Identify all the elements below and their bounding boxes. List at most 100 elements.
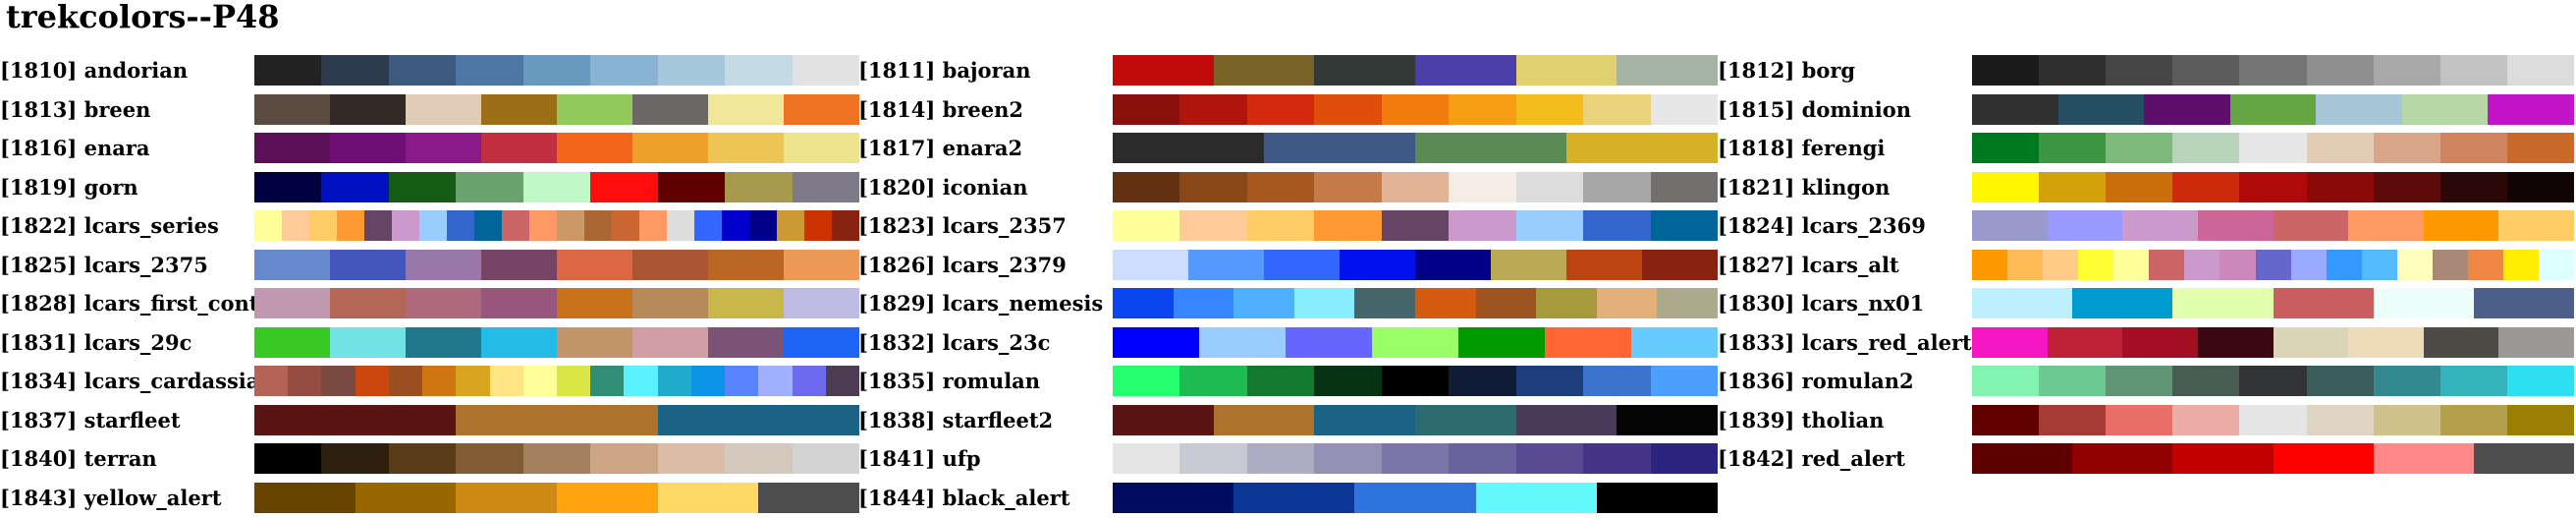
palette-swatch-strip xyxy=(1113,405,1719,435)
color-swatch xyxy=(694,210,722,241)
palette-swatch-strip xyxy=(1113,210,1718,241)
palette-row-andorian: [1810] andorian xyxy=(0,55,859,86)
color-swatch xyxy=(784,288,859,318)
color-swatch xyxy=(2273,443,2374,474)
color-swatch xyxy=(2423,210,2499,241)
color-swatch xyxy=(657,172,726,202)
color-swatch xyxy=(2172,288,2274,318)
color-swatch xyxy=(2149,250,2185,280)
color-swatch xyxy=(1566,250,1642,280)
palette-label: [1836] romulan2 xyxy=(1718,369,1914,393)
color-swatch xyxy=(632,133,708,163)
color-swatch xyxy=(2106,172,2173,202)
palette-swatch-strip xyxy=(1113,366,1718,396)
palette-label: [1825] lcars_2375 xyxy=(0,253,208,277)
color-swatch xyxy=(2239,55,2307,86)
palette-label: [1830] lcars_nx01 xyxy=(1718,291,1925,316)
color-swatch xyxy=(1246,443,1315,474)
palette-row-borg: [1812] borg xyxy=(1718,55,2576,86)
color-swatch xyxy=(481,250,557,280)
color-swatch xyxy=(2239,405,2307,435)
color-swatch xyxy=(1314,210,1382,241)
color-swatch xyxy=(309,210,337,241)
palette-row-breen2: [1814] breen2 xyxy=(858,94,1718,125)
color-swatch xyxy=(288,366,322,396)
palette-row-lcars_2357: [1823] lcars_2357 xyxy=(858,210,1718,241)
color-swatch xyxy=(1515,405,1617,435)
color-swatch xyxy=(2172,366,2240,396)
palette-row-lcars_first_contact: [1828] lcars_first_contact xyxy=(0,288,859,318)
color-swatch xyxy=(2348,327,2424,358)
color-swatch xyxy=(1314,443,1382,474)
color-swatch xyxy=(2072,288,2173,318)
color-swatch xyxy=(1972,55,2040,86)
palette-label: [1842] red_alert xyxy=(1718,446,1905,471)
color-swatch xyxy=(667,210,694,241)
color-swatch xyxy=(784,250,859,280)
color-swatch xyxy=(254,483,356,513)
color-swatch xyxy=(1972,405,2040,435)
palette-row-lcars_red_alert: [1833] lcars_red_alert xyxy=(1718,327,2576,358)
color-swatch xyxy=(1458,327,1545,358)
color-swatch xyxy=(1515,210,1584,241)
color-swatch xyxy=(1415,55,1516,86)
color-swatch xyxy=(1314,366,1382,396)
color-swatch xyxy=(1972,133,2040,163)
color-swatch xyxy=(2373,288,2474,318)
color-swatch xyxy=(254,250,330,280)
color-swatch xyxy=(2373,55,2440,86)
color-swatch xyxy=(725,443,793,474)
color-swatch xyxy=(784,327,859,358)
color-swatch xyxy=(406,288,481,318)
palette-row-lcars_nemesis: [1829] lcars_nemesis xyxy=(858,288,1718,318)
palette-swatch-strip xyxy=(1972,366,2574,396)
color-swatch xyxy=(2506,55,2574,86)
color-swatch xyxy=(2306,405,2374,435)
palette-label: [1824] lcars_2369 xyxy=(1718,213,1926,238)
color-swatch xyxy=(254,55,322,86)
palette-swatch-strip xyxy=(254,443,859,474)
color-swatch xyxy=(1414,288,1476,318)
palette-row-lcars_2379: [1826] lcars_2379 xyxy=(858,250,1718,280)
color-swatch xyxy=(388,443,457,474)
color-swatch xyxy=(2144,94,2230,125)
color-swatch xyxy=(1179,366,1247,396)
color-swatch xyxy=(529,210,557,241)
color-swatch xyxy=(2348,210,2424,241)
color-swatch xyxy=(2043,250,2079,280)
color-swatch xyxy=(632,288,708,318)
color-swatch xyxy=(1449,210,1516,241)
color-swatch xyxy=(1972,210,2048,241)
color-swatch xyxy=(456,443,523,474)
palette-row-starfleet: [1837] starfleet xyxy=(0,405,859,435)
color-swatch xyxy=(590,366,625,396)
color-swatch xyxy=(1179,443,1247,474)
color-swatch xyxy=(1415,250,1491,280)
palette-label: [1843] yellow_alert xyxy=(0,486,222,510)
color-swatch xyxy=(2122,210,2198,241)
color-swatch xyxy=(590,443,658,474)
color-swatch xyxy=(2122,327,2198,358)
palette-label: [1815] dominion xyxy=(1718,97,1912,122)
color-swatch xyxy=(406,250,481,280)
color-swatch xyxy=(1113,172,1180,202)
color-swatch xyxy=(392,210,419,241)
palette-label: [1828] lcars_first_contact xyxy=(0,291,295,316)
color-swatch xyxy=(639,210,667,241)
color-swatch xyxy=(282,210,309,241)
color-swatch xyxy=(1381,210,1450,241)
figure-title: trekcolors--P48 xyxy=(6,0,280,35)
palette-label: [1833] lcars_red_alert xyxy=(1718,330,1972,355)
color-swatch xyxy=(777,210,804,241)
color-swatch xyxy=(784,94,859,125)
color-swatch xyxy=(1650,172,1718,202)
color-swatch xyxy=(2273,210,2349,241)
color-swatch xyxy=(2498,327,2574,358)
palette-row-gorn: [1819] gorn xyxy=(0,172,859,202)
color-swatch xyxy=(792,172,859,202)
palette-label: [1818] ferengi xyxy=(1718,136,1886,160)
palette-swatch-strip xyxy=(1113,443,1718,474)
color-swatch xyxy=(1173,288,1234,318)
palette-label: [1827] lcars_alt xyxy=(1718,253,1899,277)
palette-label: [1832] lcars_23c xyxy=(858,330,1051,355)
